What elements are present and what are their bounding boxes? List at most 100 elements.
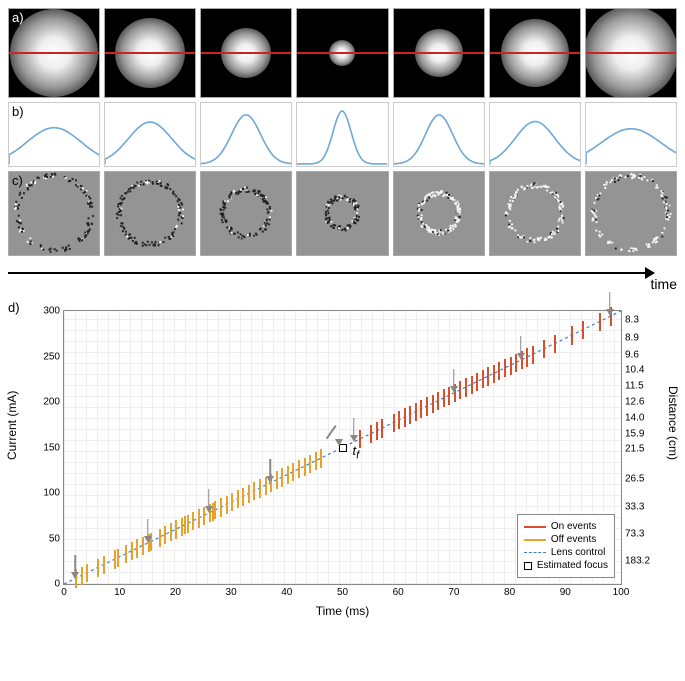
intensity-curve — [394, 103, 484, 166]
x-tick: 80 — [504, 584, 515, 598]
off-event-bar — [226, 496, 228, 514]
callout-arrowhead-icon — [606, 309, 614, 316]
time-axis-line — [8, 272, 647, 274]
off-event-bar — [117, 549, 119, 567]
panel-a-cell — [296, 8, 388, 98]
scanline — [297, 52, 387, 54]
off-event-bar — [242, 488, 244, 506]
scanline — [201, 52, 291, 54]
y2-tick: 11.5 — [621, 380, 644, 391]
label-b: b) — [12, 104, 24, 119]
callout-arrow-stem — [147, 519, 149, 537]
legend-label: Off events — [551, 534, 596, 545]
event-ring — [490, 172, 580, 255]
legend-row: Off events — [524, 534, 608, 545]
intensity-curve — [201, 103, 291, 166]
off-event-bar — [136, 539, 138, 557]
y2-axis-label: Distance (cm) — [666, 386, 680, 460]
on-event-bar — [459, 381, 461, 399]
on-event-bar — [376, 422, 378, 440]
panel-c-cell — [489, 171, 581, 256]
off-event-bar — [181, 518, 183, 536]
off-event-bar — [125, 545, 127, 563]
on-event-bar — [504, 359, 506, 377]
off-event-bar — [175, 520, 177, 538]
on-event-bar — [420, 400, 422, 418]
y-tick: 250 — [43, 351, 64, 362]
legend-row: On events — [524, 521, 608, 532]
panel-b-cell — [296, 102, 388, 167]
callout-arrow-stem — [520, 336, 522, 354]
off-event-bar — [81, 567, 83, 585]
callout-arrow-stem — [453, 369, 455, 387]
on-event-bar — [471, 376, 473, 394]
off-event-bar — [259, 479, 261, 497]
legend-swatch-icon — [524, 552, 546, 553]
y2-tick: 183.2 — [621, 556, 650, 567]
event-ring — [394, 172, 484, 255]
event-ring — [297, 172, 387, 255]
legend-row: Estimated focus — [524, 560, 608, 571]
y2-tick: 9.6 — [621, 349, 639, 360]
y2-tick: 26.5 — [621, 474, 644, 485]
event-ring — [201, 172, 291, 255]
off-event-bar — [237, 490, 239, 508]
on-event-bar — [543, 340, 545, 358]
on-event-bar — [487, 367, 489, 385]
off-event-bar — [220, 498, 222, 516]
label-a: a) — [12, 10, 24, 25]
on-event-bar — [482, 370, 484, 388]
y2-tick: 14.0 — [621, 413, 644, 424]
intensity-curve — [586, 103, 676, 166]
on-event-bar — [381, 419, 383, 437]
y2-tick: 21.5 — [621, 444, 644, 455]
y-axis-label: Current (mA) — [5, 391, 19, 460]
y2-tick: 10.4 — [621, 365, 644, 376]
y-tick: 150 — [43, 442, 64, 453]
on-event-bar — [359, 430, 361, 448]
off-event-bar — [214, 501, 216, 519]
x-tick: 30 — [226, 584, 237, 598]
panel-b-cell — [200, 102, 292, 167]
x-tick: 0 — [61, 584, 67, 598]
row-d: d) Current (mA) Distance (cm) Time (ms) … — [8, 300, 677, 620]
on-event-bar — [498, 362, 500, 380]
label-c: c) — [12, 173, 23, 188]
on-event-bar — [432, 395, 434, 413]
chart-area: On eventsOff eventsLens controlEstimated… — [63, 310, 622, 585]
off-event-bar — [184, 516, 186, 534]
x-axis-label: Time (ms) — [316, 604, 370, 618]
callout-arrowhead-icon — [205, 506, 213, 513]
callout-arrow-stem — [74, 555, 76, 573]
off-event-bar — [170, 523, 172, 541]
y2-tick: 12.6 — [621, 397, 644, 408]
on-event-bar — [398, 411, 400, 429]
legend-swatch-icon — [524, 526, 546, 528]
x-tick: 50 — [337, 584, 348, 598]
tf-label: tf — [353, 443, 360, 462]
x-tick: 60 — [393, 584, 404, 598]
on-event-bar — [426, 397, 428, 415]
off-event-bar — [97, 559, 99, 577]
on-event-bar — [493, 365, 495, 383]
panel-a-cell — [585, 8, 677, 98]
panel-b-cell — [585, 102, 677, 167]
off-event-bar — [192, 512, 194, 530]
panel-a-cell — [104, 8, 196, 98]
callout-arrowhead-icon — [450, 386, 458, 393]
on-event-bar — [370, 425, 372, 443]
on-event-bar — [476, 373, 478, 391]
callout-arrow-stem — [353, 418, 355, 436]
callout-arrowhead-icon — [144, 536, 152, 543]
time-axis-label: time — [651, 276, 677, 292]
panel-a-cell — [489, 8, 581, 98]
row-a: a) — [8, 8, 677, 98]
panel-c-cell — [104, 171, 196, 256]
off-event-bar — [187, 515, 189, 533]
intensity-curve — [490, 103, 580, 166]
off-event-bar — [253, 482, 255, 500]
y-tick: 50 — [49, 533, 64, 544]
on-event-bar — [554, 335, 556, 353]
off-event-bar — [309, 455, 311, 473]
on-event-bar — [404, 408, 406, 426]
